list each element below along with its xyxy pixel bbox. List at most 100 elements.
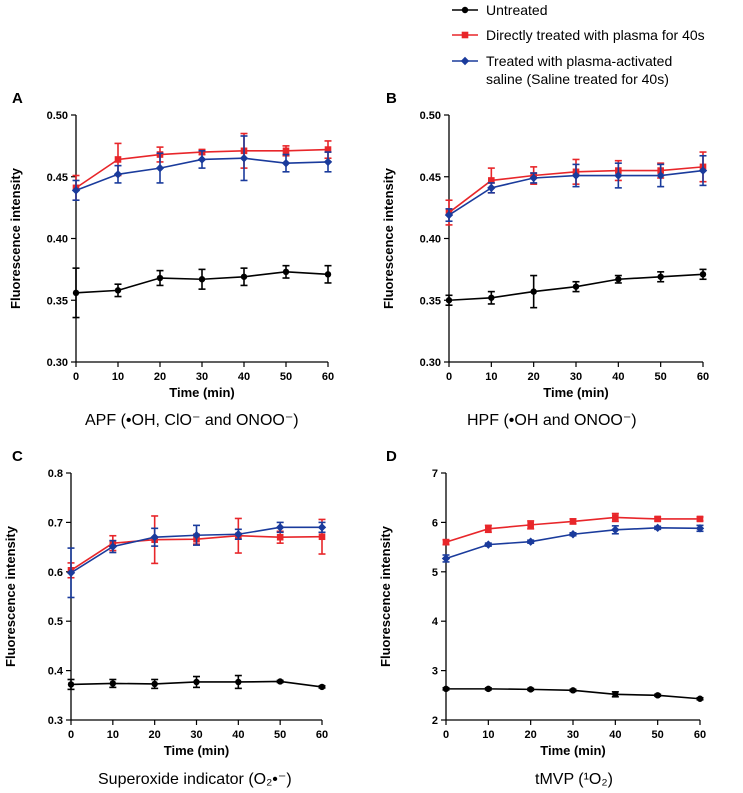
data-point [485,685,492,693]
data-point [318,533,326,541]
x-tick-label: 10 [482,729,494,741]
x-tick-label: 10 [107,729,119,741]
y-tick-label: 0.50 [420,110,441,122]
data-point [484,540,493,549]
data-point [611,525,620,535]
y-tick-label: 0.3 [48,715,63,727]
x-tick-label: 50 [652,729,664,741]
data-point [240,273,248,280]
x-tick-label: 40 [238,371,250,383]
data-point [615,276,622,283]
y-tick-label: 0.8 [48,468,63,480]
data-point [612,514,619,521]
data-point [614,171,623,180]
data-point [485,525,492,533]
panel-c: C 0.3 0.4 0.5 0.6 0.7 0.8 0 10 20 30 40 50 60 Time (mi… [3,448,328,788]
x-tick-label: 60 [694,729,706,741]
data-point [197,155,207,164]
legend-label-line2: saline (Saline treated for 40s) [486,71,669,87]
data-point [488,294,495,301]
data-point [276,533,284,541]
y-tick-label: 0.30 [47,357,68,369]
data-point [282,147,290,155]
x-tick-label: 60 [697,371,709,383]
x-tick-label: 0 [446,371,452,383]
data-point [569,687,577,694]
x-tick-label: 40 [232,729,244,741]
series-2 [442,512,704,546]
panel-caption: Superoxide indicator (O₂•⁻) [98,771,292,788]
series-1 [67,674,326,691]
data-point [529,173,538,183]
data-point [114,156,122,163]
data-point [572,283,580,290]
data-point [653,523,662,533]
series-1 [442,685,704,702]
y-tick-label: 0.35 [47,295,68,307]
data-point [317,523,327,532]
y-tick-label: 0.50 [47,110,68,122]
legend-entry-1: Untreated [452,2,547,18]
y-tick-label: 0.45 [420,172,441,184]
x-tick-label: 0 [68,729,74,741]
series-3 [71,135,333,202]
x-axis-title: Time (min) [169,385,235,400]
panel-b: B 0.30 0.35 0.40 0.45 0.50 0 10 20 30 40 50 60 Time (… [381,90,709,429]
data-point [323,157,333,167]
data-point [654,515,661,523]
x-tick-label: 50 [280,371,292,383]
legend-swatch-marker [461,6,469,14]
panel-a: A 0.30 0.35 0.40 0.45 0.50 0 10 20 30 40 50 60 Time (… [8,90,334,429]
y-axis-title: Fluorescence intensity [8,167,23,309]
data-point [108,542,118,551]
x-tick-label: 40 [609,729,621,741]
y-tick-label: 0.6 [48,567,63,579]
x-axis-title: Time (min) [543,385,609,400]
panel-d: D 2 3 4 5 6 7 0 10 20 30 40 50 60 Time (min) Fluorescen… [378,448,706,788]
data-point [150,533,159,542]
x-axis-title: Time (min) [540,743,606,758]
data-point [198,276,206,283]
y-tick-label: 0.40 [47,234,68,246]
y-tick-label: 7 [432,468,438,480]
data-point [67,681,75,688]
x-axis-title: Time (min) [164,743,230,758]
y-tick-label: 0.40 [420,234,441,246]
x-tick-label: 0 [73,371,79,383]
data-point [235,678,242,686]
series-1 [72,264,332,319]
data-point [696,515,704,523]
data-point [72,289,80,297]
data-point [156,274,164,282]
series-3 [441,523,705,563]
legend-swatch-marker [461,31,469,39]
x-tick-label: 0 [443,729,449,741]
panel-caption: tMVP (¹O₂) [535,771,613,788]
x-tick-label: 30 [570,371,582,383]
panel-caption: APF (•OH, ClO⁻ and ONOO⁻) [85,412,299,429]
y-tick-label: 4 [432,616,439,628]
x-tick-label: 10 [485,371,497,383]
data-point [324,271,332,278]
legend-label: Untreated [486,2,547,18]
data-point [442,538,450,546]
y-axis-title: Fluorescence intensity [378,525,393,667]
data-point [192,531,201,540]
x-tick-label: 60 [322,371,334,383]
x-tick-label: 20 [525,729,537,741]
series-1 [445,268,707,309]
series-3 [66,521,327,599]
x-tick-label: 30 [567,729,579,741]
data-point [71,186,81,195]
x-tick-label: 60 [316,729,328,741]
data-point [488,177,495,184]
data-point [234,530,243,539]
y-tick-label: 0.5 [48,616,63,628]
data-point [155,163,165,173]
legend-swatch-marker [460,56,470,66]
data-point [441,554,451,563]
panel-caption: HPF (•OH and ONOO⁻) [467,412,637,429]
x-tick-label: 20 [528,371,540,383]
y-tick-label: 6 [432,517,438,529]
